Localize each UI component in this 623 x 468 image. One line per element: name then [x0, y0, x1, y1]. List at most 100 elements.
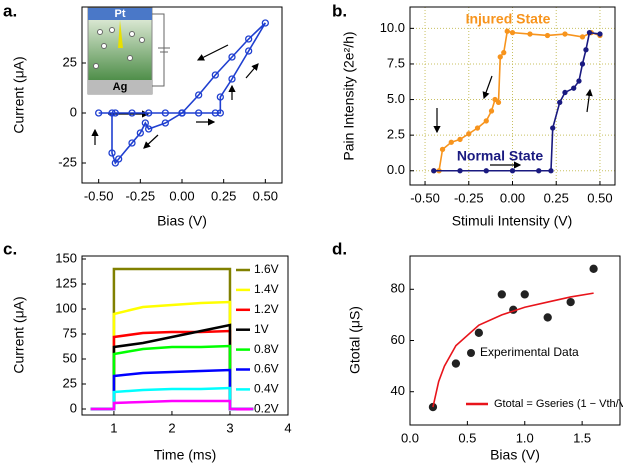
data-point: [128, 109, 136, 117]
data-point: [195, 91, 203, 99]
data-point: [504, 28, 510, 34]
x-tick-label: 3: [226, 420, 233, 435]
x-tick-label: -0.25: [454, 190, 484, 205]
y-tick-label: 75: [63, 325, 77, 340]
data-point: [497, 290, 506, 299]
plot-frame: [409, 255, 621, 426]
legend-label: Experimental Data: [480, 345, 579, 359]
x-axis-label: Time (ms): [154, 447, 216, 463]
y-tick-label: -25: [58, 154, 77, 169]
x-tick-label: 1: [110, 420, 117, 435]
panel-label: c.: [3, 239, 17, 258]
y-axis-label: Gtotal (μS): [347, 306, 363, 374]
data-point: [566, 297, 575, 307]
data-point: [509, 168, 516, 174]
legend-label: Gtotal = Gseries (1 − Vth/VP): [494, 398, 623, 410]
data-point: [474, 328, 484, 337]
data-point: [161, 119, 169, 127]
y-axis-label: Current (μA): [11, 296, 27, 373]
data-point: [597, 31, 603, 37]
data-point: [261, 19, 269, 27]
x-tick-label: 1.0: [516, 430, 534, 445]
series-label: Normal State: [457, 148, 544, 164]
data-point: [492, 96, 498, 103]
x-tick-label: 2: [168, 420, 175, 435]
data-point: [509, 29, 516, 36]
data-point: [579, 61, 586, 67]
legend-label: 0.2V: [254, 401, 279, 415]
y-tick-label: 50: [63, 350, 77, 365]
data-point: [543, 313, 552, 322]
data-point: [216, 109, 224, 117]
y-tick-label: 150: [55, 250, 77, 265]
y-tick-label: 100: [55, 300, 77, 315]
y-tick-label: 0.0: [387, 162, 405, 177]
data-point: [562, 31, 568, 37]
x-tick-label: 1.5: [573, 430, 591, 445]
data-point: [483, 168, 489, 174]
x-axis-label: Bias (V): [490, 447, 540, 463]
series-line: [432, 292, 594, 408]
chart-panel: a. Bias (V) Current (μA) Pt Ag -0.50 -0.25 0.00…: [3, 1, 283, 229]
data-point: [466, 131, 472, 137]
data-point: [245, 47, 253, 55]
y-tick-label: 60: [391, 332, 405, 347]
data-point: [501, 49, 507, 56]
data-point: [108, 149, 116, 157]
data-point: [495, 99, 502, 106]
legend-label: 0.8V: [254, 342, 279, 356]
series-line: [98, 22, 267, 165]
annotation: Ag: [113, 81, 128, 93]
legend-label: 1.2V: [254, 302, 279, 316]
data-point: [431, 168, 437, 174]
x-tick-label: 0.50: [587, 190, 612, 205]
y-tick-label: 0: [70, 400, 77, 415]
data-point: [111, 109, 119, 117]
y-axis-label: Current (μA): [11, 56, 27, 133]
y-tick-label: 25: [63, 375, 77, 390]
x-tick-label: -0.25: [126, 188, 156, 203]
legend-label: 0.4V: [254, 382, 279, 396]
y-tick-label: 7.5: [387, 55, 405, 70]
data-point: [448, 139, 454, 145]
x-tick-label: 0.50: [253, 188, 278, 203]
y-tick-label: 40: [391, 383, 405, 398]
data-point: [583, 47, 589, 53]
legend-label: 1.6V: [254, 262, 279, 276]
data-point: [520, 290, 529, 299]
data-point: [216, 93, 224, 101]
data-point: [457, 136, 463, 143]
x-tick-label: 0.0: [401, 430, 419, 445]
x-tick-label: 0.00: [500, 190, 525, 205]
y-axis-label: Pain Intensity (2e²/h): [341, 31, 357, 160]
x-tick-label: -0.50: [84, 188, 114, 203]
data-point: [550, 125, 556, 131]
data-point: [136, 129, 144, 137]
chart-panel: b. Stimuli Intensity (V) Pain Intensity (2…: [332, 1, 616, 229]
data-point: [95, 109, 103, 117]
x-tick-label: 0.00: [169, 188, 194, 203]
series-label: Injured State: [466, 11, 551, 27]
data-point: [557, 99, 563, 106]
data-point: [128, 139, 136, 147]
data-point: [161, 109, 169, 117]
y-tick-label: 10.0: [380, 20, 405, 35]
data-point: [474, 125, 481, 131]
panel-label: b.: [332, 1, 347, 20]
data-point: [451, 359, 461, 368]
data-point: [488, 108, 495, 114]
x-tick-label: 0.5: [458, 430, 476, 445]
data-point: [536, 168, 542, 174]
x-tick-label: 0.25: [544, 190, 569, 205]
x-tick-label: 4: [284, 420, 291, 435]
legend-label: 0.6V: [254, 362, 279, 376]
x-tick-label: 0.25: [211, 188, 236, 203]
chart-panel: d. Bias (V) Gtotal (μS) 0.0 0.5 1.0 1.5 40 60 80 E…: [332, 239, 623, 462]
data-point: [457, 168, 463, 174]
inset-diagram: [87, 7, 170, 95]
data-point: [579, 34, 586, 40]
panel-label: d.: [332, 239, 347, 258]
x-tick-label: -0.50: [410, 190, 440, 205]
y-tick-label: 0: [70, 104, 77, 119]
